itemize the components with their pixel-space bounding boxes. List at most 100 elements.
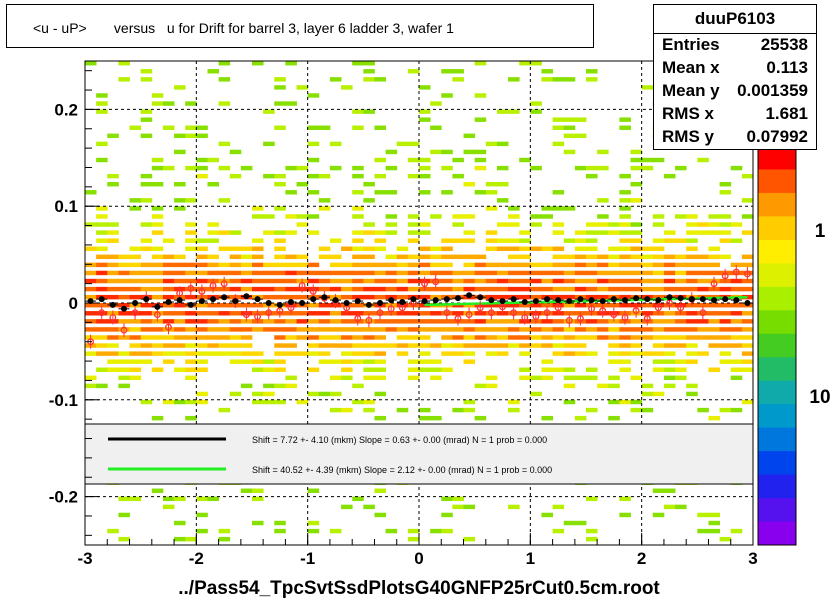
heatmap-cell xyxy=(396,335,409,340)
heatmap-cell xyxy=(196,496,208,502)
heatmap-cell xyxy=(719,343,732,348)
x-tick-label: -3 xyxy=(77,549,92,568)
black-point xyxy=(98,296,105,303)
heatmap-cell xyxy=(419,165,431,171)
heatmap-cell xyxy=(263,214,275,219)
heatmap-cell xyxy=(318,319,331,324)
heatmap-cell xyxy=(363,359,375,364)
heatmap-cell xyxy=(630,157,643,163)
heatmap-cell xyxy=(174,270,186,276)
heatmap-cell xyxy=(641,383,654,389)
heatmap-cell xyxy=(218,270,231,276)
heatmap-cell xyxy=(574,254,587,260)
heatmap-cell xyxy=(352,246,364,251)
heatmap-cell xyxy=(162,262,175,268)
heatmap-cell xyxy=(363,367,375,372)
heatmap-cell xyxy=(619,303,631,308)
heatmap-cell xyxy=(196,173,208,179)
heatmap-cell xyxy=(586,262,598,268)
heatmap-cell xyxy=(441,149,453,155)
heatmap-cell xyxy=(452,335,464,340)
heatmap-cell xyxy=(151,262,164,268)
heatmap-cell xyxy=(419,173,431,179)
heatmap-cell xyxy=(619,222,631,227)
stats-value: 25538 xyxy=(760,35,808,54)
heatmap-cell xyxy=(675,367,687,372)
heatmap-cell xyxy=(185,311,197,316)
heatmap-cell xyxy=(363,69,375,74)
heatmap-cell xyxy=(686,351,698,356)
black-point xyxy=(477,294,484,301)
heatmap-cell xyxy=(541,319,553,324)
heatmap-cell xyxy=(619,270,631,276)
heatmap-cell xyxy=(508,278,520,284)
profile-points xyxy=(85,265,753,349)
heatmap-cell xyxy=(741,343,753,348)
heatmap-cell xyxy=(252,496,264,502)
y-tick-label: 0 xyxy=(69,294,78,313)
black-point xyxy=(744,300,751,306)
black-point xyxy=(510,296,517,303)
heatmap-cell xyxy=(530,262,542,268)
heatmap-cell xyxy=(719,222,732,227)
heatmap-cell xyxy=(430,343,442,348)
heatmap-cell xyxy=(697,528,709,534)
heatmap-cell xyxy=(530,294,542,300)
heatmap-cell xyxy=(285,286,297,292)
heatmap-cell xyxy=(641,407,654,413)
heatmap-cell xyxy=(508,504,520,510)
heatmap-cell xyxy=(96,157,108,163)
heatmap-cell xyxy=(352,262,364,268)
heatmap-cell xyxy=(741,173,753,179)
heatmap-cell xyxy=(686,383,698,389)
heatmap-cell xyxy=(140,77,153,82)
heatmap-cell xyxy=(374,391,386,397)
heatmap-cell xyxy=(374,327,386,332)
heatmap-cell xyxy=(541,343,553,348)
heatmap-cell xyxy=(352,173,364,179)
heatmap-cell xyxy=(663,319,676,324)
heatmap-cell xyxy=(652,254,665,260)
heatmap-cell xyxy=(530,343,542,348)
heatmap-cell xyxy=(162,101,175,106)
heatmap-cell xyxy=(552,528,565,534)
heatmap-cell xyxy=(296,262,309,268)
heatmap-cell xyxy=(530,303,542,308)
red-point xyxy=(666,299,673,307)
heatmap-cell xyxy=(329,335,342,340)
heatmap-cell xyxy=(552,278,565,284)
heatmap-cell xyxy=(263,391,275,397)
heatmap-cell xyxy=(285,101,297,106)
heatmap-cell xyxy=(151,367,164,372)
heatmap-cell xyxy=(508,214,520,219)
heatmap-cell xyxy=(363,311,375,316)
heatmap-cell xyxy=(686,214,698,219)
color-palette: 1 10 xyxy=(757,145,831,546)
heatmap-cell xyxy=(719,214,732,219)
heatmap-cell xyxy=(396,254,409,260)
stats-name: duuP6103 xyxy=(694,9,776,28)
heatmap-cell xyxy=(307,391,320,397)
heatmap-cell xyxy=(107,173,119,179)
heatmap-cell xyxy=(207,351,219,356)
heatmap-cell xyxy=(352,214,364,219)
heatmap-cell xyxy=(485,141,498,147)
heatmap-cell xyxy=(274,327,286,332)
heatmap-cell xyxy=(162,286,175,292)
heatmap-cell xyxy=(708,262,720,268)
heatmap-cell xyxy=(496,182,509,187)
heatmap-cell xyxy=(118,359,130,364)
black-point xyxy=(566,298,573,305)
heatmap-cell xyxy=(474,93,487,98)
heatmap-cell xyxy=(174,327,186,332)
heatmap-cell xyxy=(96,238,108,243)
heatmap-cell xyxy=(174,254,186,260)
red-point xyxy=(443,309,451,317)
heatmap-cell xyxy=(96,93,108,98)
heatmap-cell xyxy=(96,367,108,372)
heatmap-cell xyxy=(85,375,97,381)
heatmap-cell xyxy=(719,327,732,332)
red-point xyxy=(532,313,540,321)
heatmap-cell xyxy=(407,230,420,235)
heatmap-cell xyxy=(719,230,732,235)
